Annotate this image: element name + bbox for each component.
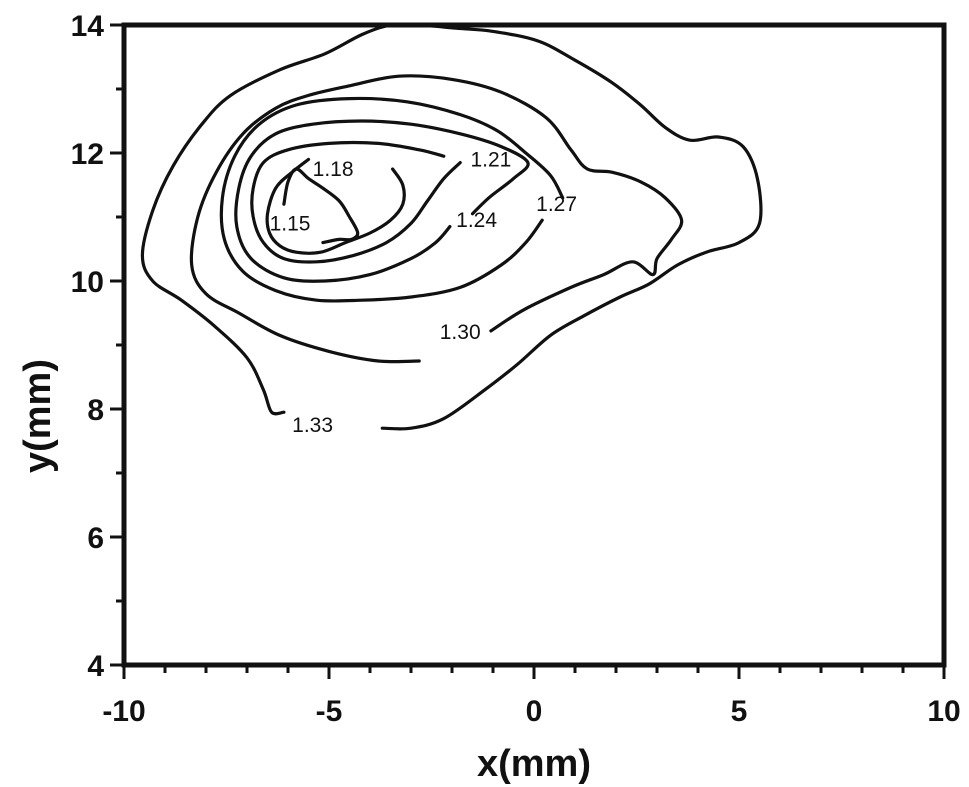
- y-tick-label: 8: [87, 394, 104, 427]
- contour-label-1.27: 1.27: [536, 193, 577, 216]
- contour-line-1.21: [250, 140, 462, 264]
- x-tick-label: 10: [927, 695, 960, 728]
- x-tick-labels: -10 -5 0 5 10: [102, 695, 960, 728]
- y-tick-labels: 4 6 8 10 12 14: [71, 10, 105, 683]
- y-tick-label: 10: [71, 266, 104, 299]
- contour-label-1.21: 1.21: [470, 148, 511, 171]
- x-tick-label: -5: [316, 695, 343, 728]
- contour-label-1.18: 1.18: [313, 158, 354, 181]
- contour-line-1.24: [234, 119, 530, 283]
- contour-line-1.30: [189, 74, 684, 364]
- axis-ticks: [110, 23, 946, 679]
- x-tick-label: 0: [526, 695, 543, 728]
- y-tick-label: 6: [87, 522, 104, 555]
- contour-label-1.30: 1.30: [440, 321, 481, 344]
- contour-labels: 1.15 1.18 1.21 1.24 1.27 1.30 1.33: [270, 148, 577, 437]
- contour-lines: [140, 22, 763, 431]
- plot-frame: [121, 22, 947, 668]
- contour-label-1.24: 1.24: [456, 209, 497, 232]
- y-tick-label: 14: [71, 10, 105, 43]
- y-axis-label: y(mm): [17, 359, 59, 473]
- contour-label-1.15: 1.15: [270, 212, 311, 235]
- x-tick-label: -10: [102, 695, 145, 728]
- x-axis-label: x(mm): [477, 743, 591, 785]
- y-tick-label: 4: [87, 650, 104, 683]
- contour-line-1.27: [219, 96, 565, 303]
- contour-line-1.33: [140, 22, 763, 431]
- contour-line-1.18: [265, 157, 406, 255]
- contour-label-1.33: 1.33: [292, 414, 333, 437]
- x-tick-label: 5: [731, 695, 748, 728]
- y-tick-label: 12: [71, 138, 104, 171]
